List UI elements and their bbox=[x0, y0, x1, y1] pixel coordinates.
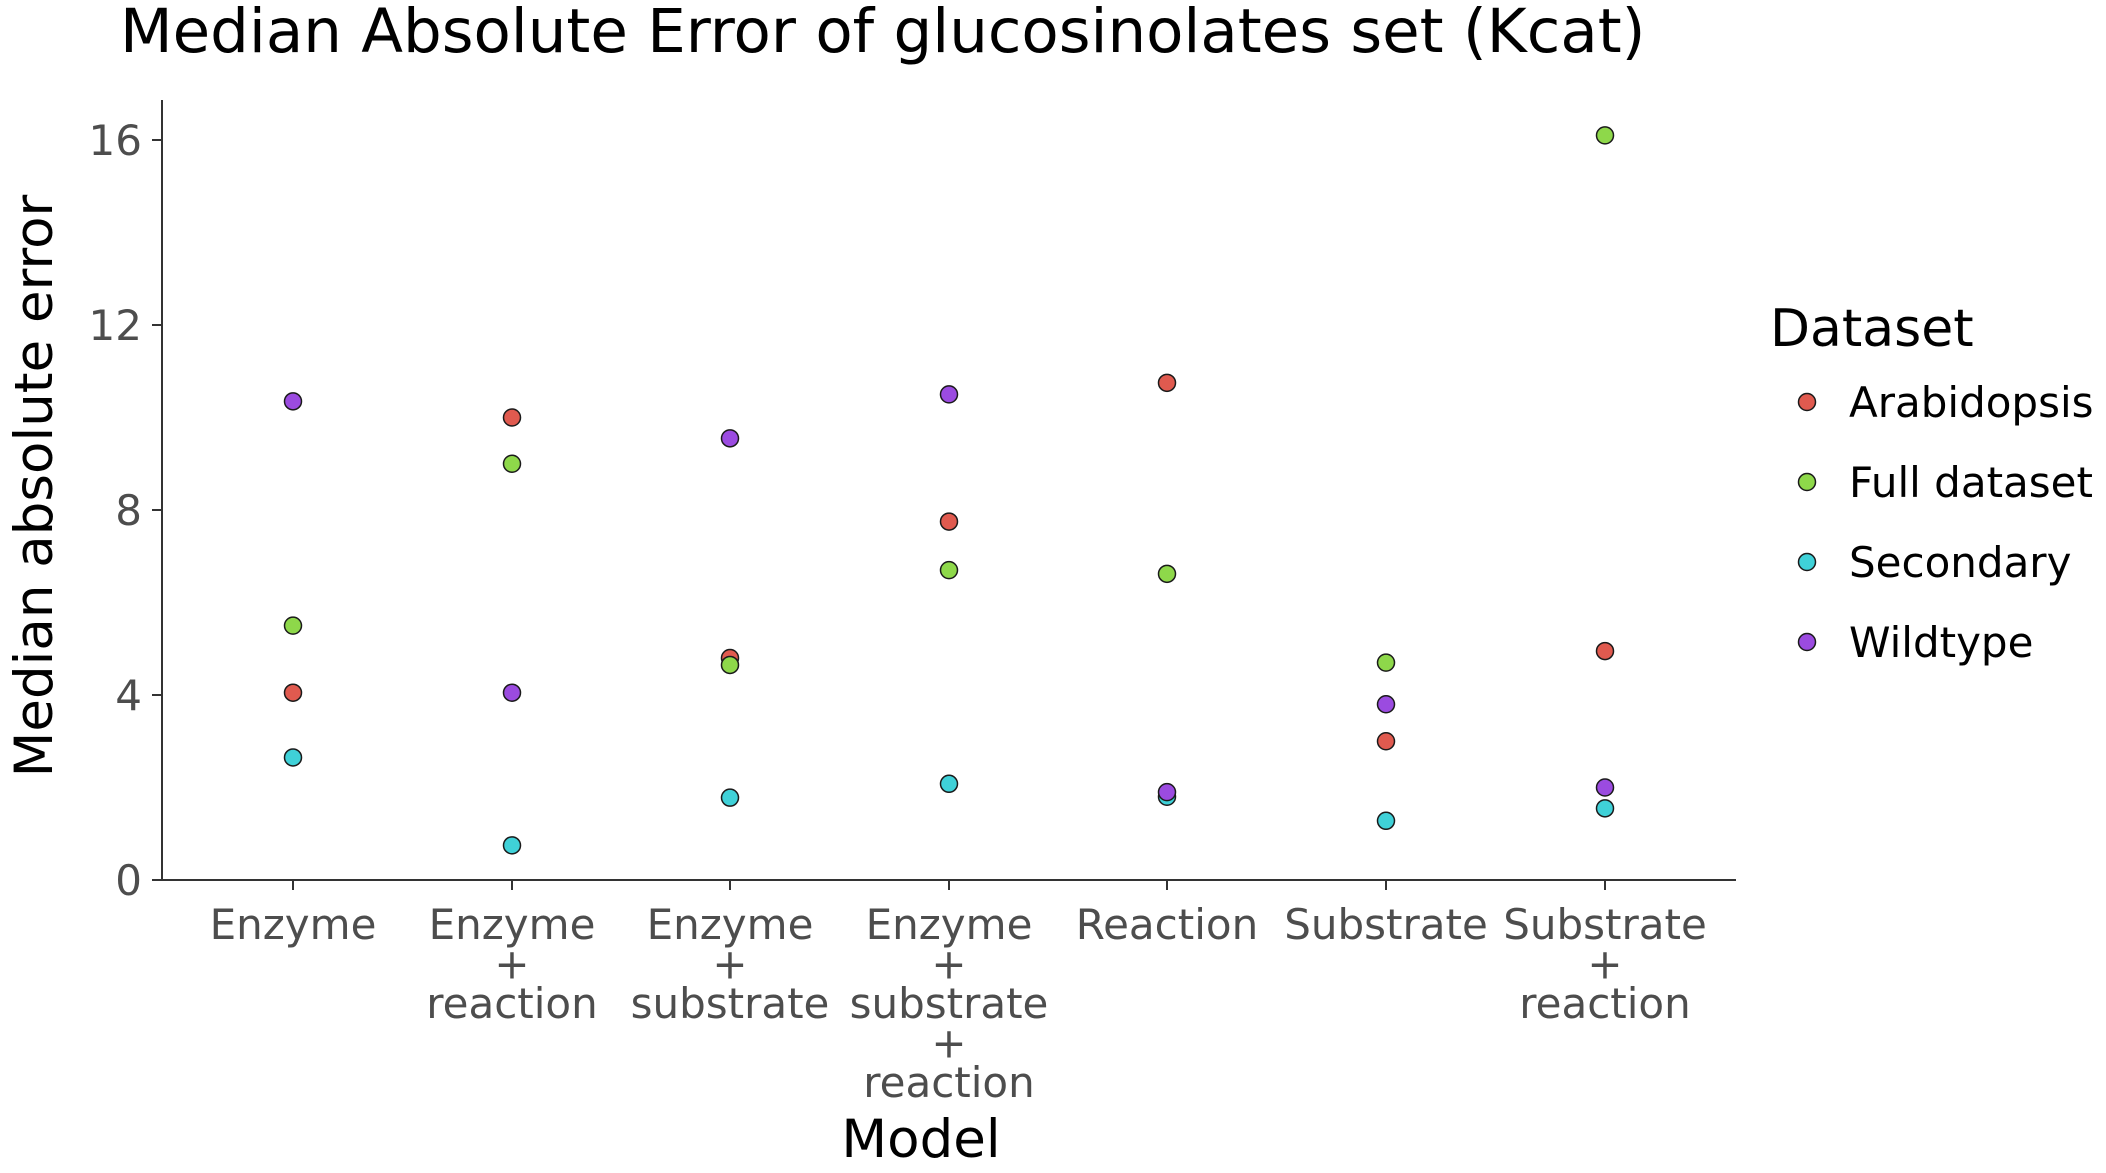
legend-key-wildtype bbox=[1797, 632, 1817, 652]
point-wildtype bbox=[283, 392, 303, 411]
point-secondary bbox=[939, 774, 959, 794]
point-full-dataset bbox=[1157, 564, 1177, 584]
point-wildtype bbox=[1376, 695, 1396, 714]
legend-key-arabidopsis bbox=[1797, 392, 1817, 412]
x-tick-label: Enzyme + substrate + reaction bbox=[850, 900, 1049, 1107]
point-wildtype bbox=[939, 385, 959, 404]
y-tick-label: 12 bbox=[89, 301, 142, 350]
y-axis-title: Median absolute error bbox=[4, 194, 65, 777]
x-tick-label: Substrate bbox=[1284, 900, 1488, 949]
point-arabidopsis bbox=[1157, 373, 1177, 393]
point-arabidopsis bbox=[939, 512, 959, 531]
legend-title: Dataset bbox=[1770, 299, 1974, 359]
point-full-dataset bbox=[720, 655, 740, 675]
point-secondary bbox=[283, 748, 303, 767]
point-arabidopsis bbox=[1595, 641, 1615, 661]
data-points bbox=[283, 126, 1615, 855]
legend: Dataset Arabidopsis Full dataset Secondary… bbox=[1770, 299, 2094, 667]
point-arabidopsis bbox=[283, 683, 303, 702]
point-full-dataset bbox=[283, 616, 303, 635]
axes: 0 4 8 12 16 Enzyme Enzyme + reaction Enzyme + subst… bbox=[89, 100, 1736, 1107]
point-full-dataset bbox=[502, 454, 522, 473]
legend-key-full-dataset bbox=[1797, 472, 1817, 492]
point-secondary bbox=[502, 836, 522, 855]
x-axis-title: Model bbox=[841, 1109, 1000, 1170]
point-full-dataset bbox=[1376, 653, 1396, 672]
point-full-dataset bbox=[939, 560, 959, 580]
legend-label-full-dataset: Full dataset bbox=[1849, 458, 2093, 507]
point-arabidopsis bbox=[502, 408, 522, 427]
point-secondary bbox=[720, 788, 740, 807]
x-tick-label: Reaction bbox=[1076, 900, 1258, 949]
y-tick-label: 4 bbox=[115, 671, 142, 720]
point-secondary bbox=[1595, 799, 1615, 818]
chart-title: Median Absolute Error of glucosinolates … bbox=[120, 0, 1645, 67]
x-tick-label: Substrate + reaction bbox=[1503, 900, 1707, 1028]
point-wildtype bbox=[720, 429, 740, 448]
x-tick-label: Enzyme + substrate bbox=[631, 900, 830, 1028]
point-wildtype bbox=[502, 683, 522, 702]
legend-label-secondary: Secondary bbox=[1849, 538, 2071, 587]
legend-label-arabidopsis: Arabidopsis bbox=[1849, 378, 2094, 427]
legend-key-secondary bbox=[1797, 552, 1817, 572]
point-arabidopsis bbox=[1376, 732, 1396, 751]
y-tick-label: 8 bbox=[115, 486, 142, 535]
point-wildtype bbox=[1157, 782, 1177, 802]
y-tick-label: 16 bbox=[89, 116, 142, 165]
point-secondary bbox=[1376, 811, 1396, 831]
point-wildtype bbox=[1595, 778, 1615, 797]
point-full-dataset bbox=[1595, 126, 1615, 145]
x-tick-label: Enzyme + reaction bbox=[426, 900, 597, 1028]
y-tick-label: 0 bbox=[115, 856, 142, 905]
legend-label-wildtype: Wildtype bbox=[1849, 618, 2033, 667]
x-tick-label: Enzyme bbox=[210, 900, 377, 949]
